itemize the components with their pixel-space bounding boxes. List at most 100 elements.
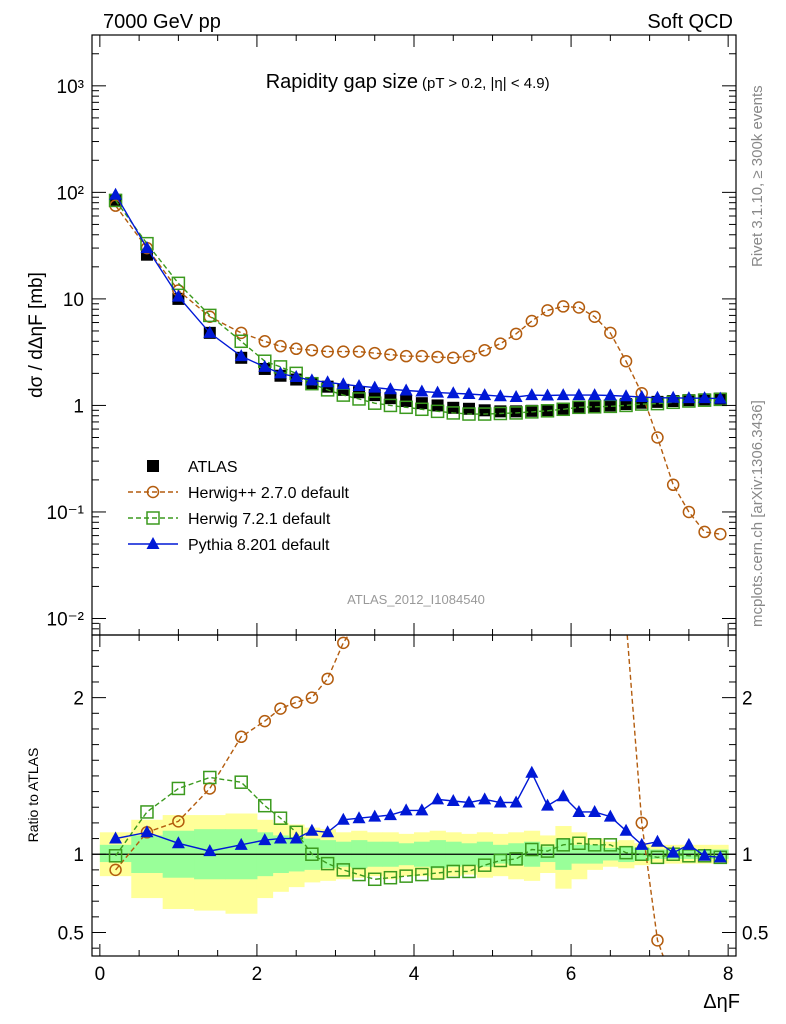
ratio-point-pythia-8-201-default <box>446 793 460 806</box>
main-point-herwig-2-7-0-default <box>274 339 287 353</box>
ratio-point-pythia-8-201-default <box>635 837 649 850</box>
ratio-point-pythia-8-201-default <box>572 804 586 817</box>
main-point-atlas <box>572 401 585 414</box>
ratio-point-herwig-7-2-1-default <box>603 838 618 852</box>
main-point-atlas <box>384 392 397 405</box>
ratio-point-herwig-2-7-0-default <box>109 863 122 877</box>
ratio-point-herwig-2-7-0-default <box>511 301 522 312</box>
main-point-pythia-8-201-default <box>588 388 602 401</box>
main-point-herwig-2-7-0-default <box>258 335 272 348</box>
main-point-pythia-8-201-default <box>541 388 555 401</box>
ratio-point-herwig-7-2-1-default <box>258 798 272 813</box>
legend-marker <box>146 537 160 549</box>
main-point-pythia-8-201-default <box>399 383 413 396</box>
ratio-point-herwig-2-7-0-default <box>668 979 679 990</box>
main-point-pythia-8-201-default <box>258 359 272 372</box>
ratio-point-herwig-2-7-0-default <box>463 536 474 547</box>
ratio-point-herwig-2-7-0-default <box>416 567 427 578</box>
ratio-point-herwig-2-7-0-default <box>234 730 248 744</box>
ratio-point-pythia-8-201-default <box>713 850 727 863</box>
ratio-point-pythia-8-201-default <box>171 836 185 849</box>
main-point-herwig-2-7-0-default <box>494 337 507 350</box>
ratio-point-herwig-2-7-0-default <box>479 504 490 515</box>
main-point-pythia-8-201-default <box>462 387 476 400</box>
main-point-pythia-8-201-default <box>698 391 712 404</box>
ratio-panel: 0 2 4 6 8 0.5 0.5 1 1 2 2 Ratio to ATLAS ΔηF <box>25 301 768 1013</box>
y-tick-label: 10⁻¹ <box>47 503 85 524</box>
ratio-point-herwig-2-7-0-default <box>172 815 185 828</box>
ratio-point-pythia-8-201-default <box>698 848 712 861</box>
main-point-herwig-2-7-0-default <box>556 300 570 313</box>
main-point-pythia-8-201-default <box>682 391 696 404</box>
main-point-atlas <box>525 404 538 417</box>
main-point-herwig-2-7-0-default <box>234 326 248 340</box>
ratio-point-pythia-8-201-default <box>415 803 429 816</box>
main-panel: 10⁻² 10⁻¹ 1 10 10² 10³ Rapidity gap size (pT … <box>26 34 737 636</box>
ratio-point-pythia-8-201-default <box>650 834 664 847</box>
ratio-point-pythia-8-201-default <box>140 825 154 838</box>
main-point-herwig-7-2-1-default <box>234 334 248 349</box>
ratio-point-herwig-2-7-0-default <box>448 551 459 562</box>
ratio-series-line-herwig-2-7-0-default <box>115 635 664 956</box>
main-point-herwig-7-2-1-default <box>493 406 508 421</box>
mcplots-label: mcplots.cern.ch [arXiv:1306.3436] <box>749 400 766 627</box>
ratio-point-pythia-8-201-default <box>399 803 413 816</box>
ratio-y-tick-label: 2 <box>73 689 84 710</box>
ratio-point-herwig-7-2-1-default <box>587 838 602 852</box>
energy-label: 7000 GeV pp <box>103 11 221 33</box>
legend: ATLAS Herwig++ 2.7.0 default Herwig 7.2.1 … <box>128 459 350 554</box>
main-point-herwig-2-7-0-default <box>462 349 476 363</box>
main-point-atlas <box>588 400 601 413</box>
legend-entry-atlas: ATLAS <box>147 459 238 476</box>
main-point-herwig-7-2-1-default <box>509 406 523 420</box>
main-point-herwig-2-7-0-default <box>541 304 554 317</box>
main-point-pythia-8-201-default <box>352 379 366 392</box>
ratio-axes: 0 2 4 6 8 0.5 0.5 1 1 2 2 <box>58 634 768 985</box>
legend-label: Herwig 7.2.1 default <box>188 511 331 528</box>
category-label: Soft QCD <box>647 11 733 33</box>
main-point-herwig-2-7-0-default <box>415 349 429 363</box>
ratio-point-herwig-7-2-1-default <box>234 775 248 789</box>
main-point-herwig-7-2-1-default <box>572 400 586 415</box>
main-point-pythia-8-201-default <box>203 325 217 338</box>
main-point-herwig-2-7-0-default <box>714 527 727 541</box>
main-point-herwig-7-2-1-default <box>203 308 217 323</box>
ratio-point-pythia-8-201-default <box>682 837 696 850</box>
main-point-herwig-7-2-1-default <box>540 404 555 418</box>
ratio-point-herwig-7-2-1-default <box>336 863 351 877</box>
ratio-y-tick-label-right: 0.5 <box>742 924 768 945</box>
ratio-plot-content <box>92 301 736 1002</box>
ratio-point-herwig-7-2-1-default <box>171 781 186 796</box>
ratio-point-herwig-2-7-0-default <box>354 614 365 625</box>
ratio-point-pythia-8-201-default <box>352 811 366 824</box>
main-point-pythia-8-201-default <box>603 388 617 401</box>
main-point-herwig-2-7-0-default <box>509 327 523 341</box>
ratio-point-herwig-2-7-0-default <box>683 991 694 1002</box>
legend-entry-herwig-7-2-1-default: Herwig 7.2.1 default <box>128 511 331 528</box>
ratio-point-herwig-2-7-0-default <box>605 301 616 312</box>
main-point-herwig-2-7-0-default <box>399 349 413 363</box>
main-point-pythia-8-201-default <box>556 388 570 401</box>
ratio-point-herwig-2-7-0-default <box>258 714 272 728</box>
ratio-point-herwig-2-7-0-default <box>337 636 350 650</box>
ratio-point-pythia-8-201-default <box>588 804 602 817</box>
main-point-herwig-7-2-1-default <box>352 392 366 406</box>
main-point-herwig-7-2-1-default <box>399 400 413 415</box>
main-point-herwig-7-2-1-default <box>525 405 539 419</box>
main-series-line-herwig-7-2-1-default <box>115 199 721 415</box>
main-point-pythia-8-201-default <box>493 389 507 402</box>
main-point-herwig-2-7-0-default <box>368 346 381 360</box>
ratio-point-pythia-8-201-default <box>619 823 633 836</box>
ratio-point-pythia-8-201-default <box>336 812 350 825</box>
main-point-pythia-8-201-default <box>619 389 633 402</box>
ratio-point-herwig-2-7-0-default <box>621 614 632 625</box>
y-tick-label: 1 <box>73 396 84 417</box>
main-plot-content <box>108 187 728 541</box>
ratio-y-tick-label: 0.5 <box>58 924 84 945</box>
legend-label: ATLAS <box>188 459 238 476</box>
ratio-point-herwig-7-2-1-default <box>540 844 555 858</box>
ratio-point-pythia-8-201-default <box>666 845 680 858</box>
ratio-point-herwig-2-7-0-default <box>651 934 664 947</box>
chart-title: Rapidity gap size <box>266 71 418 93</box>
main-point-pythia-8-201-default <box>305 373 319 386</box>
